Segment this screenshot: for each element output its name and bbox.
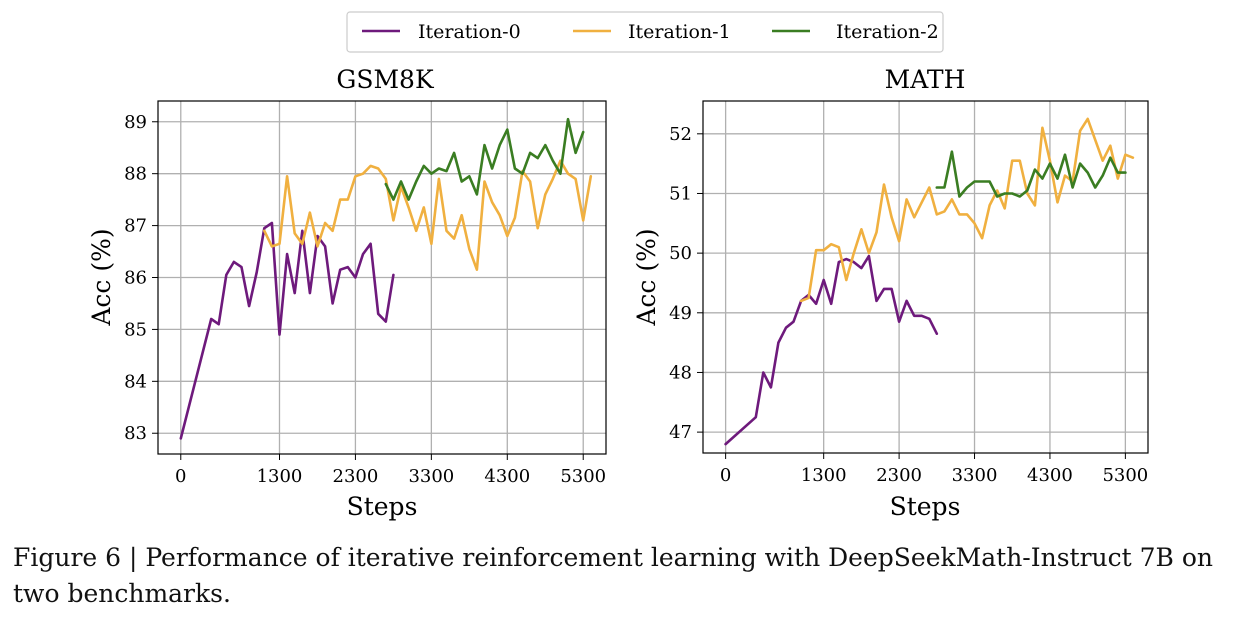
chart-title: GSM8K bbox=[336, 65, 435, 94]
y-tick-label: 83 bbox=[124, 423, 147, 444]
x-tick-label: 1300 bbox=[257, 466, 303, 487]
y-tick-label: 49 bbox=[669, 303, 692, 324]
legend-label-iteration-2: Iteration-2 bbox=[836, 21, 939, 43]
y-tick-label: 84 bbox=[124, 371, 147, 392]
x-tick-label: 3300 bbox=[408, 466, 454, 487]
y-tick-label: 85 bbox=[124, 319, 147, 340]
figure-svg: Iteration-0 Iteration-1 Iteration-2 GSM8… bbox=[87, 11, 1149, 521]
y-tick-label: 50 bbox=[669, 243, 692, 264]
x-tick-label: 1300 bbox=[801, 465, 847, 486]
y-tick-label: 87 bbox=[124, 216, 147, 237]
series-line-iteration-0 bbox=[179, 221, 395, 440]
figure: Iteration-0 Iteration-1 Iteration-2 GSM8… bbox=[87, 11, 1149, 521]
x-axis-title: Steps bbox=[347, 492, 418, 521]
chart-math: MATH 0 1300 2300 3300 4300 5300 47 48 49 50 51 52 S… bbox=[632, 65, 1149, 521]
y-axis-title: Acc (%) bbox=[87, 228, 116, 326]
y-tick-label: 89 bbox=[124, 112, 147, 133]
series-line-iteration-1 bbox=[799, 117, 1135, 303]
series-line-iteration-2 bbox=[935, 150, 1127, 198]
grid bbox=[703, 101, 1148, 453]
x-axis-title: Steps bbox=[890, 492, 961, 521]
x-tick-label: 2300 bbox=[876, 465, 922, 486]
y-axis-title: Acc (%) bbox=[632, 228, 661, 326]
series-line-iteration-0 bbox=[724, 254, 939, 446]
series-line-iteration-1 bbox=[262, 159, 593, 272]
y-tick-label: 47 bbox=[669, 422, 692, 443]
y-tick-label: 86 bbox=[124, 268, 147, 289]
x-tick-label: 3300 bbox=[952, 465, 998, 486]
y-tick-label: 52 bbox=[669, 124, 692, 145]
series-group bbox=[724, 117, 1135, 446]
x-tick-label: 4300 bbox=[1027, 465, 1073, 486]
x-tick-label: 0 bbox=[175, 466, 186, 487]
tick-labels: 0 1300 2300 3300 4300 5300 47 48 49 50 51 52 bbox=[669, 124, 1148, 486]
x-tick-label: 2300 bbox=[333, 466, 379, 487]
x-tick-label: 5300 bbox=[1102, 465, 1148, 486]
y-tick-label: 48 bbox=[669, 362, 692, 383]
x-tick-label: 4300 bbox=[484, 466, 530, 487]
legend-label-iteration-1: Iteration-1 bbox=[628, 21, 731, 43]
y-tick-label: 88 bbox=[124, 164, 147, 185]
y-tick-label: 51 bbox=[669, 183, 692, 204]
tick-labels: 0 1300 2300 3300 4300 5300 83 84 85 86 87 88 89 bbox=[124, 112, 606, 487]
x-tick-label: 5300 bbox=[560, 466, 606, 487]
series-line-iteration-2 bbox=[384, 117, 585, 201]
plot-frame bbox=[702, 100, 1149, 454]
legend: Iteration-0 Iteration-1 Iteration-2 bbox=[346, 11, 944, 53]
legend-label-iteration-0: Iteration-0 bbox=[418, 21, 521, 43]
chart-gsm8k: GSM8K 0 1300 2300 3300 4300 5300 83 84 85 86 87 88 8… bbox=[87, 65, 607, 521]
chart-title: MATH bbox=[885, 65, 966, 94]
series-group bbox=[179, 117, 593, 440]
legend-frame bbox=[346, 11, 944, 53]
figure-caption: Figure 6 | Performance of iterative rein… bbox=[13, 543, 1214, 608]
x-tick-label: 0 bbox=[720, 465, 731, 486]
